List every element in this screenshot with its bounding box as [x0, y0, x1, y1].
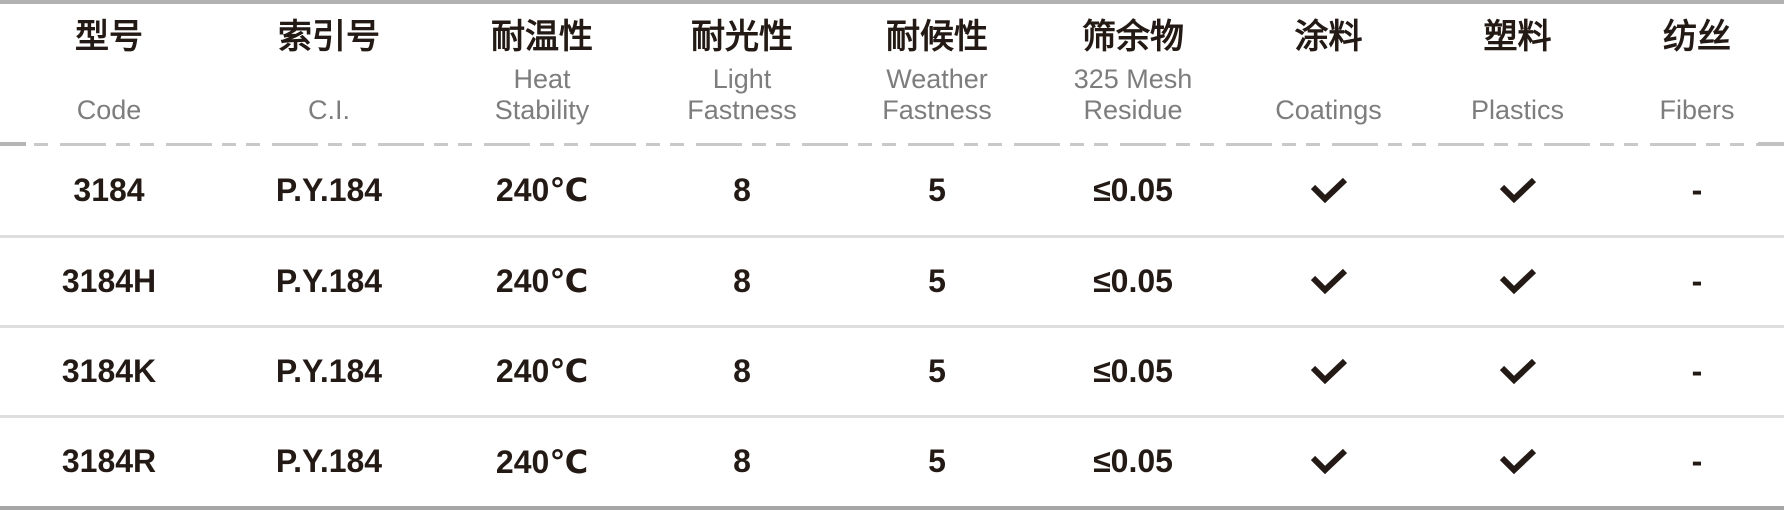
cell-light-fastness: 8 — [733, 171, 751, 208]
cell-mesh-residue: ≤0.05 — [1093, 262, 1173, 299]
column-header-mesh-residue: 筛余物 325 Mesh Residue — [1034, 4, 1232, 143]
header-en-mesh-residue: 325 Mesh Residue — [1073, 64, 1193, 125]
cell-heat-stability: 240℃ — [495, 353, 589, 389]
check-icon — [1499, 358, 1536, 384]
column-header-ci: 索引号 C.I. — [218, 4, 440, 143]
header-cn-coatings: 涂料 — [1294, 18, 1363, 56]
header-en-light-fastness: Light Fastness — [687, 64, 797, 125]
spec-table-body: 3184 P.Y.184 240℃ 8 5 ≤0.05 - 3184H P.Y.… — [0, 146, 1784, 506]
cell-heat-stability: 240℃ — [495, 172, 589, 209]
cell-ci: P.Y.184 — [275, 352, 383, 389]
cell-light-fastness: 8 — [733, 352, 751, 389]
cell-fibers: - — [1691, 262, 1703, 299]
check-icon — [1499, 449, 1536, 475]
header-en-coatings: Coatings — [1275, 95, 1382, 125]
cell-code: 3184H — [61, 262, 157, 299]
header-en-code: Code — [76, 95, 142, 125]
cell-fibers: - — [1691, 171, 1703, 208]
cell-mesh-residue: ≤0.05 — [1093, 352, 1173, 389]
column-header-heat-stability: 耐温性 Heat Stability — [440, 4, 644, 143]
cell-fibers: - — [1691, 352, 1703, 389]
column-header-weather-fastness: 耐候性 Weather Fastness — [840, 4, 1034, 143]
check-icon — [1310, 177, 1347, 203]
cell-light-fastness: 8 — [733, 262, 751, 299]
header-cn-light-fastness: 耐光性 — [691, 18, 793, 56]
cell-ci: P.Y.184 — [275, 443, 383, 480]
column-header-light-fastness: 耐光性 Light Fastness — [644, 4, 840, 143]
cell-weather-fastness: 5 — [928, 352, 946, 389]
header-en-weather-fastness: Weather Fastness — [882, 64, 992, 125]
column-header-coatings: 涂料 Coatings — [1232, 4, 1425, 143]
cell-heat-stability: 240℃ — [495, 443, 589, 480]
cell-code: 3184K — [61, 352, 157, 389]
cell-code: 3184R — [61, 443, 157, 480]
header-en-plastics: Plastics — [1470, 95, 1565, 125]
header-dashed-divider — [0, 142, 1784, 146]
table-row: 3184R P.Y.184 240℃ 8 5 ≤0.05 - — [0, 416, 1784, 506]
table-row: 3184H P.Y.184 240℃ 8 5 ≤0.05 - — [0, 236, 1784, 328]
spec-table-header: 型号 Code 索引号 C.I. 耐温性 Heat Stability — [0, 4, 1784, 143]
cell-heat-stability: 240℃ — [495, 263, 589, 299]
check-icon — [1310, 449, 1347, 475]
cell-weather-fastness: 5 — [928, 262, 946, 299]
cell-mesh-residue: ≤0.05 — [1093, 443, 1173, 480]
header-row: 型号 Code 索引号 C.I. 耐温性 Heat Stability — [0, 4, 1784, 143]
header-en-fibers: Fibers — [1659, 95, 1735, 125]
cell-weather-fastness: 5 — [928, 443, 946, 480]
cell-light-fastness: 8 — [733, 443, 751, 480]
check-icon — [1499, 177, 1536, 203]
check-icon — [1310, 268, 1347, 294]
column-header-code: 型号 Code — [0, 4, 218, 143]
header-cn-mesh-residue: 筛余物 — [1082, 18, 1184, 56]
cell-fibers: - — [1691, 443, 1703, 480]
cell-weather-fastness: 5 — [928, 171, 946, 208]
header-cn-fibers: 纺丝 — [1663, 18, 1731, 56]
cell-ci: P.Y.184 — [275, 171, 383, 208]
header-cn-plastics: 塑料 — [1483, 18, 1552, 56]
cell-code: 3184 — [73, 171, 145, 208]
header-cn-code: 型号 — [75, 18, 143, 56]
cell-ci: P.Y.184 — [275, 262, 383, 299]
column-header-fibers: 纺丝 Fibers — [1610, 4, 1784, 143]
column-header-plastics: 塑料 Plastics — [1425, 4, 1610, 143]
check-icon — [1499, 268, 1536, 294]
header-en-ci: C.I. — [307, 95, 350, 125]
cell-mesh-residue: ≤0.05 — [1093, 171, 1173, 208]
check-icon — [1310, 358, 1347, 384]
table-row: 3184 P.Y.184 240℃ 8 5 ≤0.05 - — [0, 146, 1784, 238]
header-cn-heat-stability: 耐温性 — [491, 18, 593, 56]
header-cn-weather-fastness: 耐候性 — [886, 18, 988, 56]
header-cn-ci: 索引号 — [278, 18, 380, 56]
header-en-heat-stability: Heat Stability — [494, 64, 590, 125]
table-row: 3184K P.Y.184 240℃ 8 5 ≤0.05 - — [0, 326, 1784, 418]
